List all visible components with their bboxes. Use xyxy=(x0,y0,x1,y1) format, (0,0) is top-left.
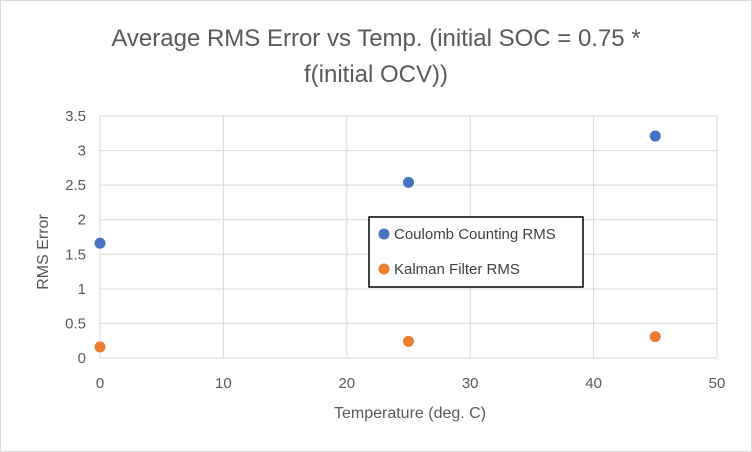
x-axis-label: Temperature (deg. C) xyxy=(334,405,486,422)
y-tick-label: 2 xyxy=(78,212,86,229)
y-tick-label: 1.5 xyxy=(65,246,86,263)
chart-title-line-2: f(initial OCV)) xyxy=(304,61,448,88)
data-point-kalman xyxy=(403,335,414,347)
y-tick-label: 3.5 xyxy=(65,108,86,125)
x-tick-label: 20 xyxy=(338,375,355,392)
y-axis-label: RMS Error xyxy=(35,214,52,290)
legend-marker-kalman xyxy=(378,263,390,275)
x-tick-label: 30 xyxy=(462,375,479,392)
y-tick-label: 1 xyxy=(78,281,86,298)
x-tick-label: 40 xyxy=(585,375,602,392)
legend-label-coulomb: Coulomb Counting RMS xyxy=(394,226,556,243)
legend-label-kalman: Kalman Filter RMS xyxy=(394,261,520,278)
y-tick-label: 0.5 xyxy=(65,315,86,332)
data-point-kalman xyxy=(649,331,661,343)
x-tick-label: 50 xyxy=(709,375,726,392)
legend-marker-coulomb xyxy=(378,228,390,240)
y-tick-label: 3 xyxy=(78,143,86,160)
y-tick-label: 2.5 xyxy=(65,177,86,194)
legend: Coulomb Counting RMS Kalman Filter RMS xyxy=(368,216,584,288)
x-tick-label: 0 xyxy=(96,375,104,392)
x-tick-label: 10 xyxy=(215,375,232,392)
data-point-kalman xyxy=(94,341,106,353)
legend-box xyxy=(368,216,584,288)
chart-title-line-1: Average RMS Error vs Temp. (initial SOC … xyxy=(111,25,640,52)
data-point-coulomb xyxy=(94,237,106,249)
data-point-coulomb xyxy=(403,176,414,188)
data-point-coulomb xyxy=(649,130,661,142)
y-tick-label: 0 xyxy=(78,350,86,367)
